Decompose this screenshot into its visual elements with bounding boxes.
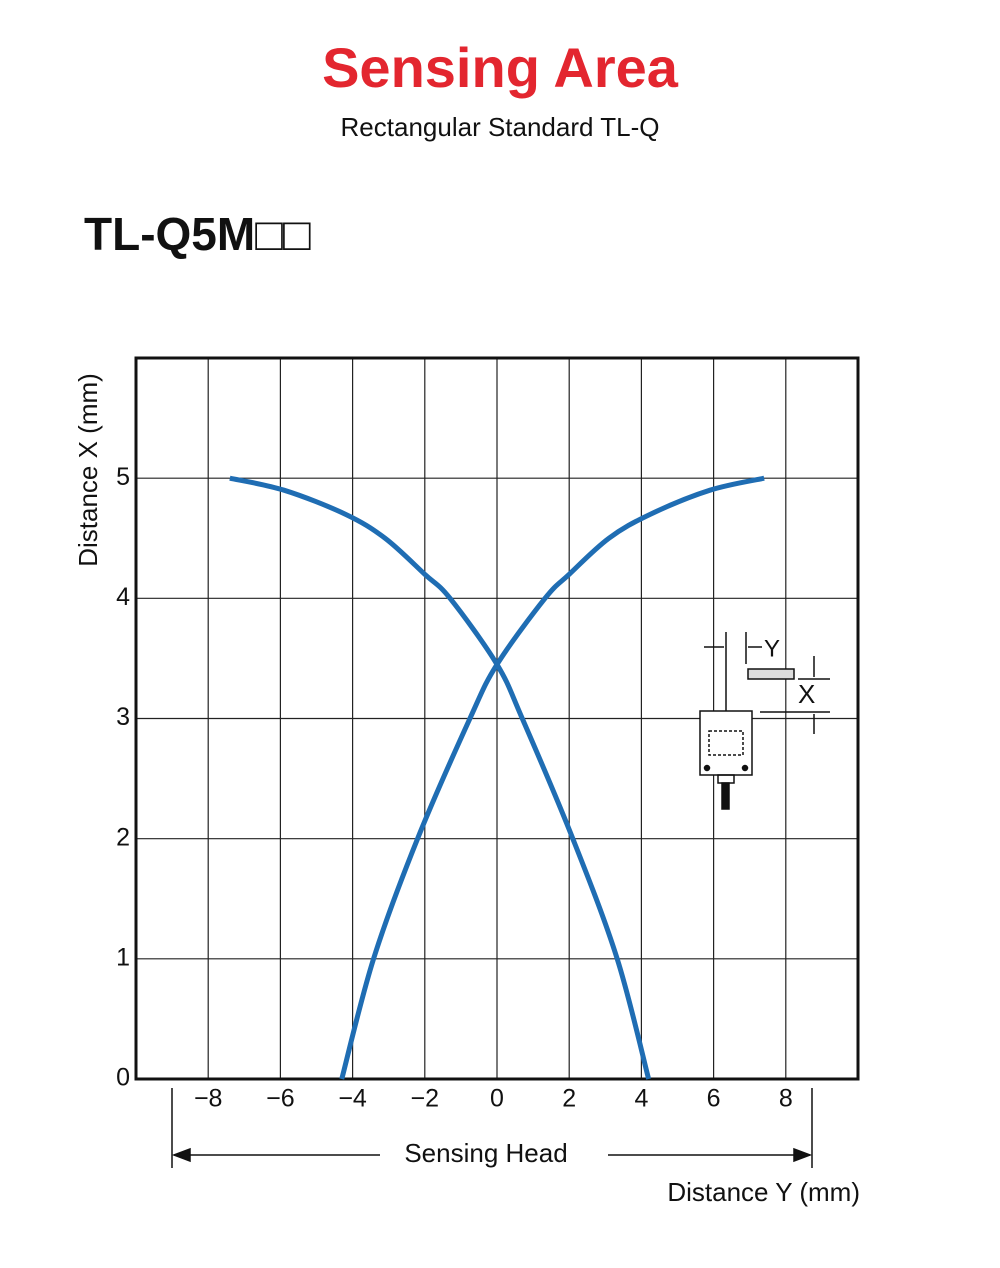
x-tick-label: −4 (338, 1085, 367, 1113)
sensor-neck (717, 774, 735, 784)
subtitle: Rectangular Standard TL-Q (341, 112, 660, 142)
inset-diagram (699, 632, 830, 810)
model-heading: TL-Q5M□□ (84, 208, 311, 260)
y-tick-label: 3 (116, 703, 130, 731)
y-tick-label: 4 (116, 583, 130, 611)
x-axis-label: Distance Y (mm) (667, 1177, 860, 1207)
y-tick-label: 2 (116, 823, 130, 851)
plot-frame (134, 356, 860, 1081)
x-tick-label: 0 (490, 1085, 504, 1113)
y-tick-label: 1 (116, 943, 130, 971)
inset-label: Y (764, 635, 780, 662)
inset-label: X (798, 679, 815, 709)
x-tick-label: −6 (266, 1085, 295, 1113)
y-axis-label: Distance X (mm) (73, 373, 103, 567)
curve (229, 475, 652, 1080)
x-tick-label: 8 (779, 1085, 793, 1113)
x-tick-label: 6 (707, 1085, 721, 1113)
y-tick-label: 5 (116, 463, 130, 491)
x-tick-label: −2 (411, 1085, 440, 1113)
curve (339, 475, 765, 1080)
sensing-head-dimension (171, 1088, 813, 1168)
x-tick-label: −8 (194, 1085, 223, 1113)
x-tick-label: 4 (634, 1085, 648, 1113)
annotation: Sensing Head (404, 1138, 567, 1168)
title: Sensing Area (322, 36, 679, 99)
arrowhead (171, 1147, 813, 1163)
sensor-screw (741, 764, 749, 772)
y-tick-label: 0 (116, 1064, 130, 1092)
sensor-cable (721, 782, 730, 810)
sensor-face (708, 730, 744, 756)
sensor-screw (703, 764, 711, 772)
target-plate (747, 668, 795, 680)
x-tick-label: 2 (562, 1085, 576, 1113)
